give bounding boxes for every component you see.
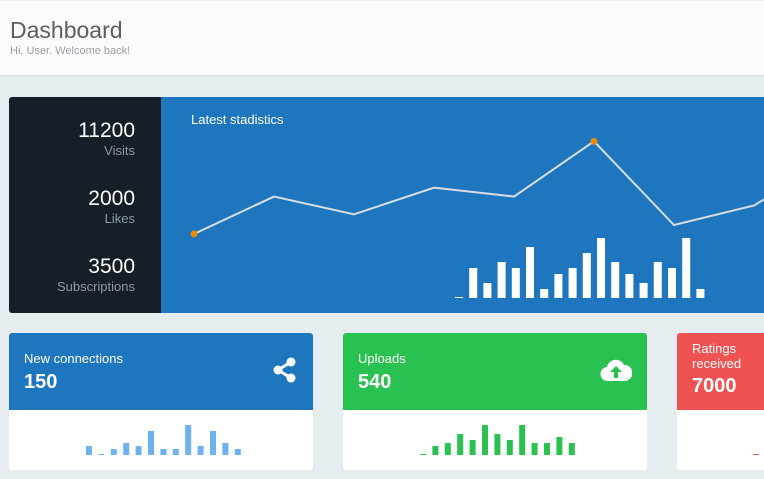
bar — [526, 247, 534, 298]
mini-bar — [185, 425, 192, 455]
bar — [625, 274, 634, 298]
bar — [497, 262, 506, 298]
bar — [540, 289, 549, 298]
mini-bar — [482, 425, 488, 455]
card-ratings: Ratings received 7000 — [677, 333, 764, 470]
mini-bar — [544, 443, 550, 455]
bar — [639, 283, 648, 298]
stats-panel: 11200 Visits 2000 Likes 3500 Subscriptio… — [9, 97, 161, 313]
mini-bar — [556, 437, 563, 455]
bar — [582, 253, 591, 298]
mini-bar-chart — [753, 454, 759, 455]
page-subtitle: Hi, User. Welcome back! — [10, 45, 131, 57]
mini-bar — [444, 443, 451, 455]
bar — [455, 297, 463, 298]
card-title: Ratings received — [692, 341, 742, 371]
mini-bar-chart — [420, 425, 575, 455]
mini-bar — [123, 443, 130, 455]
mini-bar — [197, 446, 204, 455]
stat-visits: 11200 Visits — [78, 119, 135, 159]
mini-bar-chart — [86, 425, 241, 455]
mini-bar — [432, 446, 439, 455]
mini-bar — [753, 454, 759, 455]
data-point — [190, 230, 198, 238]
mini-bar — [531, 443, 538, 455]
stat-value: 11200 — [78, 119, 135, 142]
cloud-upload-icon — [600, 357, 633, 388]
mini-bar — [494, 434, 501, 455]
page-header: Dashboard Hi, User. Welcome back! — [0, 0, 764, 76]
mini-bar — [172, 449, 179, 455]
mini-bar — [110, 449, 117, 455]
mini-bar — [568, 443, 575, 455]
series-line — [193, 140, 764, 235]
mini-bar — [469, 440, 476, 455]
mini-bar — [210, 431, 216, 455]
card-new-connections: New connections 150 — [9, 333, 313, 470]
bar — [511, 268, 520, 298]
mini-bar — [86, 446, 92, 455]
bar — [682, 238, 691, 298]
data-point — [590, 137, 598, 145]
mini-bar — [420, 454, 426, 455]
mini-bar — [457, 434, 464, 455]
page-title: Dashboard — [10, 17, 123, 43]
card-title: New connections — [24, 351, 123, 366]
mini-bar — [506, 440, 513, 455]
share-icon — [272, 357, 298, 388]
card-title: Uploads — [358, 351, 406, 366]
mini-bar — [160, 449, 167, 455]
mini-bar — [148, 431, 154, 455]
bar — [696, 289, 705, 298]
chart-title: Latest stadistics — [191, 112, 284, 127]
stat-label: Likes — [104, 211, 135, 226]
mini-bar — [135, 446, 142, 455]
stat-label: Subscriptions — [56, 279, 135, 294]
card-value: 150 — [24, 371, 58, 393]
stat-value: 3500 — [88, 255, 135, 278]
bar — [554, 274, 563, 298]
mini-bar — [98, 454, 105, 455]
bar — [653, 262, 662, 298]
card-value: 540 — [358, 371, 392, 393]
stat-likes: 2000 Likes — [88, 187, 135, 227]
bar — [483, 283, 492, 298]
stat-subscriptions: 3500 Subscriptions — [57, 255, 135, 295]
statistics-chart — [190, 137, 764, 298]
bar — [469, 268, 478, 298]
stat-label: Visits — [104, 143, 135, 158]
latest-statistics-panel: Latest stadistics — [161, 97, 764, 313]
stat-value: 2000 — [88, 187, 135, 210]
mini-bar — [234, 449, 241, 455]
bar — [568, 268, 577, 298]
card-uploads: Uploads 540 — [343, 333, 647, 470]
bar — [668, 268, 676, 298]
mini-bar — [519, 425, 526, 455]
mini-bar — [222, 443, 229, 455]
card-value: 7000 — [692, 375, 737, 397]
bar — [597, 238, 605, 298]
bar — [611, 262, 620, 298]
